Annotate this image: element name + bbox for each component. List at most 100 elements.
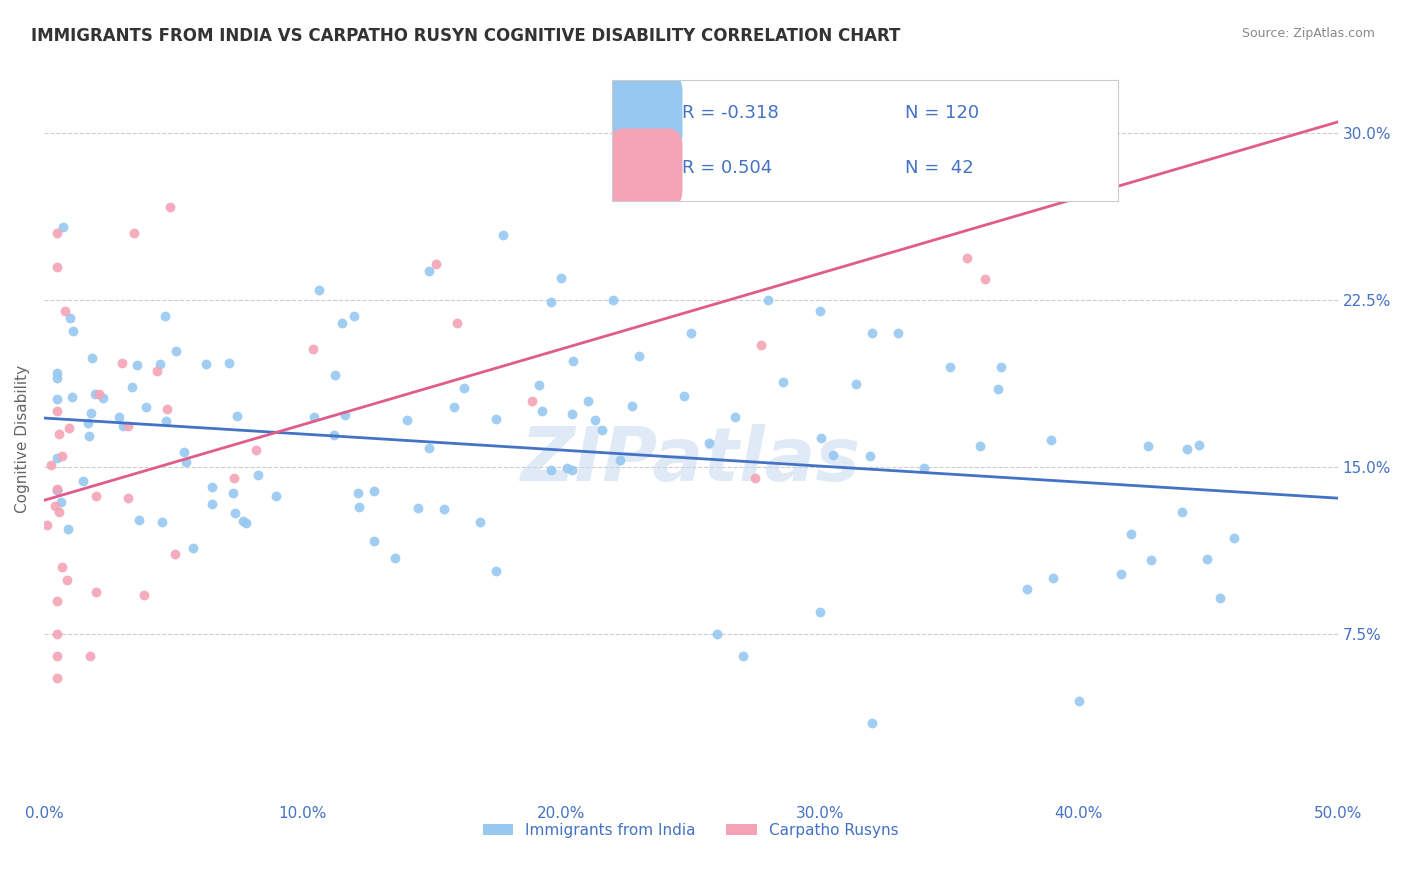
- Point: [561, 407, 583, 421]
- Point: [195, 357, 218, 371]
- Point: [86, 584, 108, 599]
- Point: [82, 351, 104, 365]
- Point: [83, 387, 105, 401]
- Point: [49, 495, 72, 509]
- Point: [59, 310, 82, 325]
- Point: [821, 448, 844, 462]
- Point: [1067, 694, 1090, 708]
- Point: [1223, 531, 1246, 545]
- Point: [384, 550, 406, 565]
- Point: [201, 497, 224, 511]
- Point: [679, 326, 702, 341]
- Point: [845, 376, 868, 391]
- Point: [132, 588, 155, 602]
- Point: [938, 137, 960, 152]
- Point: [485, 412, 508, 426]
- Point: [1171, 504, 1194, 518]
- Point: [550, 270, 572, 285]
- Point: [1188, 438, 1211, 452]
- Text: R = 0.504: R = 0.504: [682, 159, 773, 178]
- Point: [48, 504, 70, 518]
- Point: [52, 220, 75, 235]
- Point: [363, 534, 385, 549]
- Point: [56, 522, 79, 536]
- Point: [418, 264, 440, 278]
- Point: [91, 391, 114, 405]
- Point: [84, 489, 107, 503]
- Point: [938, 359, 960, 374]
- Point: [912, 461, 935, 475]
- Point: [45, 627, 67, 641]
- Point: [111, 418, 134, 433]
- Point: [561, 353, 583, 368]
- Point: [990, 359, 1012, 374]
- Point: [156, 402, 179, 417]
- Point: [308, 283, 330, 297]
- Point: [406, 500, 429, 515]
- Point: [621, 399, 644, 413]
- Point: [1109, 566, 1132, 581]
- Point: [224, 471, 246, 485]
- Point: [561, 463, 583, 477]
- Point: [860, 716, 883, 731]
- Point: [46, 451, 69, 466]
- Point: [121, 379, 143, 393]
- Text: N = 120: N = 120: [905, 103, 980, 122]
- Point: [443, 400, 465, 414]
- Point: [602, 293, 624, 307]
- Point: [1017, 582, 1039, 597]
- Point: [347, 500, 370, 514]
- Point: [39, 458, 62, 472]
- Point: [772, 375, 794, 389]
- Point: [333, 408, 356, 422]
- Point: [531, 404, 554, 418]
- Text: R = -0.318: R = -0.318: [682, 103, 779, 122]
- Point: [246, 468, 269, 483]
- Point: [425, 257, 447, 271]
- Point: [58, 421, 80, 435]
- Point: [45, 482, 67, 496]
- Point: [155, 414, 177, 428]
- Point: [810, 431, 832, 445]
- Point: [1042, 571, 1064, 585]
- Point: [786, 170, 808, 185]
- Point: [363, 484, 385, 499]
- Point: [446, 316, 468, 330]
- Point: [45, 404, 67, 418]
- Point: [153, 310, 176, 324]
- Point: [492, 227, 515, 242]
- Point: [45, 392, 67, 407]
- Point: [1139, 552, 1161, 566]
- Point: [987, 382, 1010, 396]
- Point: [135, 400, 157, 414]
- Point: [108, 410, 131, 425]
- Point: [723, 410, 745, 425]
- Point: [45, 366, 67, 380]
- Point: [218, 356, 240, 370]
- Point: [583, 413, 606, 427]
- Point: [87, 387, 110, 401]
- Point: [45, 371, 67, 385]
- Point: [117, 419, 139, 434]
- Point: [235, 516, 257, 531]
- Point: [301, 342, 323, 356]
- Point: [35, 517, 58, 532]
- Point: [163, 548, 186, 562]
- Point: [1175, 442, 1198, 456]
- Point: [62, 324, 84, 338]
- Point: [323, 428, 346, 442]
- Point: [72, 475, 94, 489]
- Point: [453, 381, 475, 395]
- Point: [973, 272, 995, 286]
- Point: [45, 226, 67, 240]
- Point: [860, 326, 883, 341]
- Point: [418, 441, 440, 455]
- Point: [222, 486, 245, 500]
- Point: [887, 326, 910, 341]
- Point: [45, 672, 67, 686]
- Point: [808, 605, 831, 619]
- Point: [591, 423, 613, 437]
- Point: [181, 541, 204, 555]
- Point: [80, 406, 103, 420]
- Text: IMMIGRANTS FROM INDIA VS CARPATHO RUSYN COGNITIVE DISABILITY CORRELATION CHART: IMMIGRANTS FROM INDIA VS CARPATHO RUSYN …: [31, 27, 900, 45]
